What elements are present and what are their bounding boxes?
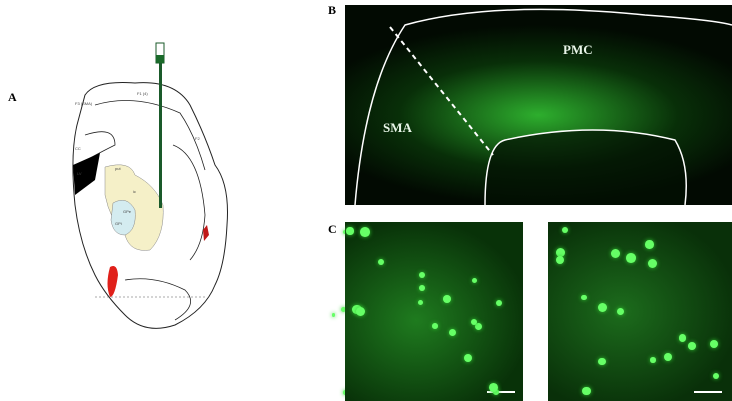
panel-c-right-image — [548, 222, 732, 401]
neuron-soma — [432, 323, 439, 329]
neuron-soma — [417, 299, 423, 305]
neuron-soma — [650, 357, 656, 363]
svg-text:GPe: GPe — [123, 209, 132, 214]
neuron-soma — [341, 306, 346, 312]
neuron-soma — [687, 342, 696, 351]
neuron-soma — [359, 227, 370, 238]
neuron-soma — [355, 307, 366, 317]
neuron-soma — [474, 322, 482, 330]
panel-c-label: C — [328, 222, 492, 395]
neuron-soma — [625, 253, 636, 263]
svg-text:put: put — [115, 166, 121, 171]
neuron-soma — [713, 372, 720, 379]
injection-site — [107, 266, 118, 297]
neuron-soma — [346, 227, 354, 235]
neuron-soma — [647, 258, 657, 268]
neuron-soma — [331, 313, 335, 317]
neuron-soma — [495, 299, 502, 307]
pmc-label: PMC — [563, 42, 593, 57]
svg-text:ic: ic — [133, 189, 136, 194]
neuron-soma — [555, 255, 565, 265]
neuron-soma — [663, 352, 673, 362]
neuron-soma — [582, 386, 592, 396]
neuron-soma — [489, 383, 498, 393]
lateral-ventricle — [73, 153, 100, 195]
svg-text:F1 (4): F1 (4) — [137, 91, 148, 96]
neuron-soma — [471, 318, 478, 325]
svg-text:GPi: GPi — [115, 221, 122, 226]
neuron-soma — [443, 295, 451, 303]
panel-b-label: B — [328, 3, 337, 17]
panel-b-fluorescence-image: PMC SMA — [345, 5, 732, 205]
neuron-soma — [419, 285, 425, 291]
neuron-soma — [562, 227, 569, 234]
panel-c-left-image — [345, 222, 523, 401]
neuron-soma — [448, 328, 456, 336]
svg-text:F2: F2 — [195, 136, 200, 141]
neuron-soma — [610, 248, 621, 259]
cortex-outline — [354, 8, 732, 205]
svg-text:CC: CC — [75, 146, 81, 151]
neuron-soma — [645, 240, 654, 249]
neuron-soma — [598, 357, 606, 366]
scale-bar — [694, 391, 722, 393]
neuron-soma — [598, 302, 608, 312]
scale-bar — [487, 391, 515, 393]
brain-atlas-section: F3 (SMA) F1 (4) F2 GPe GPi ic CC put LV — [72, 42, 228, 329]
neuron-soma — [678, 334, 686, 342]
panel-a-label: A — [8, 90, 17, 104]
globus-pallidus — [110, 199, 136, 236]
neuron-soma — [581, 294, 587, 301]
neuron-soma — [418, 271, 425, 278]
neuron-soma — [616, 308, 624, 316]
svg-text:LV: LV — [77, 171, 82, 176]
svg-text:F3 (SMA): F3 (SMA) — [75, 101, 93, 106]
recording-electrode — [159, 63, 162, 208]
sma-label: SMA — [383, 120, 412, 135]
neuron-soma — [471, 277, 477, 284]
neuron-soma — [709, 340, 718, 348]
neuron-soma — [463, 353, 473, 363]
neuron-soma — [378, 259, 385, 266]
neuron-soma — [555, 247, 565, 257]
neuron-soma — [493, 388, 499, 395]
